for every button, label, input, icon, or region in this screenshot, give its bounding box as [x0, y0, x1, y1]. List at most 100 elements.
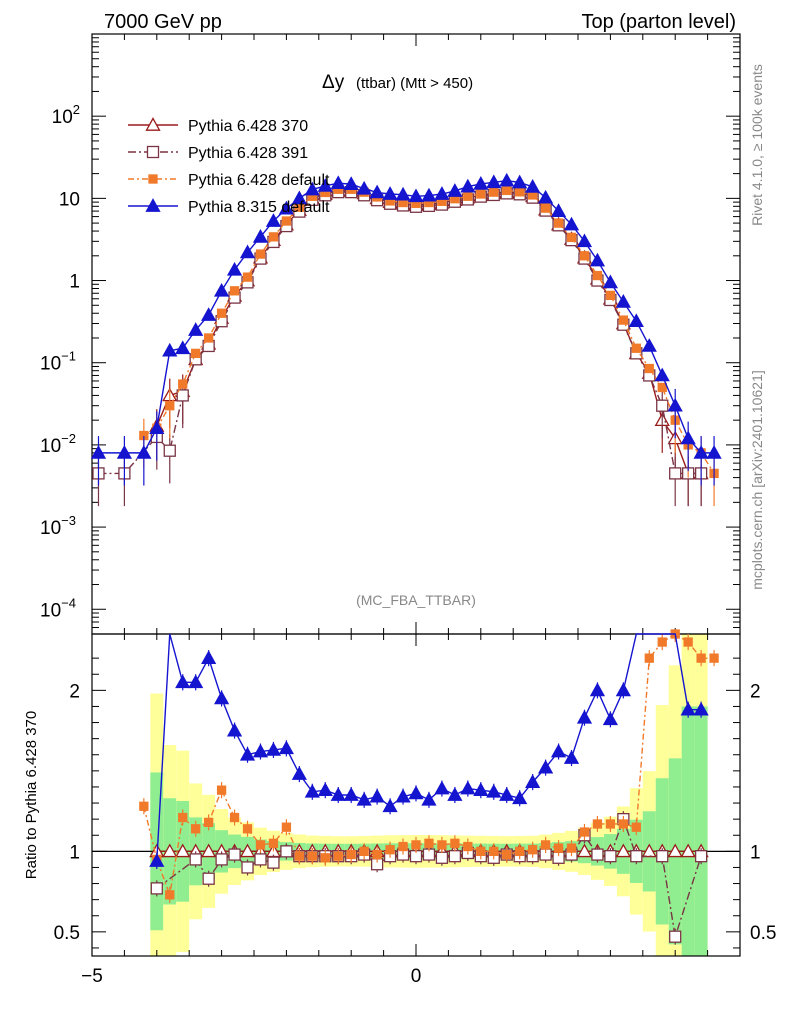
ratio-point: [239, 746, 256, 761]
data-point: [669, 467, 682, 480]
data-point: [618, 315, 629, 325]
data-point: [116, 445, 133, 459]
data-point: [476, 189, 486, 199]
ratio-point: [201, 843, 217, 858]
ratio-point: [188, 674, 204, 689]
legend-marker: [145, 117, 161, 131]
legend-marker: [146, 145, 160, 159]
ratio-point: [630, 850, 643, 863]
ratio-point: [191, 824, 201, 834]
data-point: [281, 216, 292, 226]
ratio-point: [604, 850, 617, 863]
y-tick-label: 1: [69, 272, 80, 293]
ratio-point: [550, 743, 567, 758]
y-tick-label: 102: [52, 102, 80, 128]
ratio-point: [644, 653, 654, 663]
ratio-point: [369, 788, 385, 803]
data-point: [356, 180, 372, 195]
ratio-point: [537, 759, 554, 774]
ratio-point: [709, 653, 719, 663]
data-point: [178, 379, 188, 389]
ratio-point: [667, 843, 683, 858]
data-point: [460, 178, 476, 193]
ratio-point: [215, 853, 228, 866]
ratio-point: [268, 838, 279, 848]
ratio-point: [265, 742, 282, 756]
ratio-point: [278, 740, 295, 755]
data-point: [175, 340, 191, 355]
ratio-tick-label-left: 0.5: [54, 923, 80, 944]
ratio-point: [553, 843, 564, 853]
data-point: [176, 389, 189, 402]
ratio-point: [527, 845, 538, 855]
data-point: [615, 294, 631, 308]
ratio-point: [592, 819, 603, 829]
data-point: [502, 185, 512, 196]
ratio-point: [216, 785, 227, 795]
ratio-point: [201, 650, 217, 664]
header-left: 7000 GeV pp: [104, 11, 222, 33]
data-point: [641, 338, 657, 352]
ratio-point: [178, 812, 188, 823]
ratio-point: [203, 817, 214, 828]
data-point: [382, 186, 398, 200]
x-tick-label: −5: [81, 966, 103, 987]
data-point: [408, 188, 424, 203]
data-point: [434, 186, 450, 200]
data-point: [693, 445, 709, 459]
y-tick-label: 10−1: [40, 349, 76, 375]
ratio-point: [460, 780, 476, 795]
ratio-point: [656, 850, 669, 863]
data-point: [463, 191, 473, 201]
ratio-point: [615, 682, 631, 697]
ratio-point: [693, 701, 709, 716]
ratio-point: [162, 843, 178, 858]
data-point: [213, 282, 230, 297]
ratio-point: [304, 783, 320, 798]
data-point: [525, 179, 541, 193]
data-point: [680, 430, 696, 445]
ratio-tick-label-right: 0.5: [750, 923, 776, 944]
plot-title-suffix: (ttbar) (Mtt > 450): [356, 75, 473, 92]
data-point: [563, 216, 580, 231]
ratio-point: [448, 850, 462, 863]
ratio-point: [631, 822, 641, 832]
ratio-point: [229, 812, 240, 823]
ratio-tick-label-left: 2: [69, 681, 80, 702]
series-line-0: [156, 189, 702, 475]
data-point: [226, 261, 243, 276]
main-series-group: [90, 172, 722, 507]
ratio-point: [447, 787, 463, 801]
mcplots-label: mcplots.cern.ch [arXiv:2401.10621]: [749, 370, 765, 589]
data-point: [515, 187, 525, 197]
ratio-point: [683, 637, 693, 647]
data-point: [512, 174, 528, 189]
ratio-point: [343, 787, 359, 801]
y-tick-label: 10−2: [40, 431, 76, 457]
ratio-point: [618, 819, 629, 829]
data-point: [657, 382, 667, 393]
data-point: [576, 233, 593, 248]
y-tick-label: 10: [59, 189, 80, 210]
data-point: [149, 420, 165, 434]
data-point: [706, 445, 722, 459]
legend-label: Pythia 6.428 391: [188, 145, 308, 162]
data-point: [188, 322, 204, 336]
ratio-point: [280, 845, 293, 858]
data-point: [550, 203, 567, 217]
ratio-point: [421, 791, 437, 806]
ratio-point: [398, 841, 408, 852]
ratio-point: [239, 843, 256, 858]
ratio-point: [241, 861, 254, 874]
data-point: [421, 187, 437, 202]
data-point: [631, 343, 641, 353]
ratio-point: [189, 853, 202, 866]
data-point: [229, 286, 240, 296]
data-point: [644, 363, 654, 374]
data-point: [191, 348, 201, 359]
data-point: [602, 274, 619, 289]
data-point: [343, 176, 359, 190]
data-point: [252, 229, 269, 243]
data-point: [369, 184, 385, 199]
